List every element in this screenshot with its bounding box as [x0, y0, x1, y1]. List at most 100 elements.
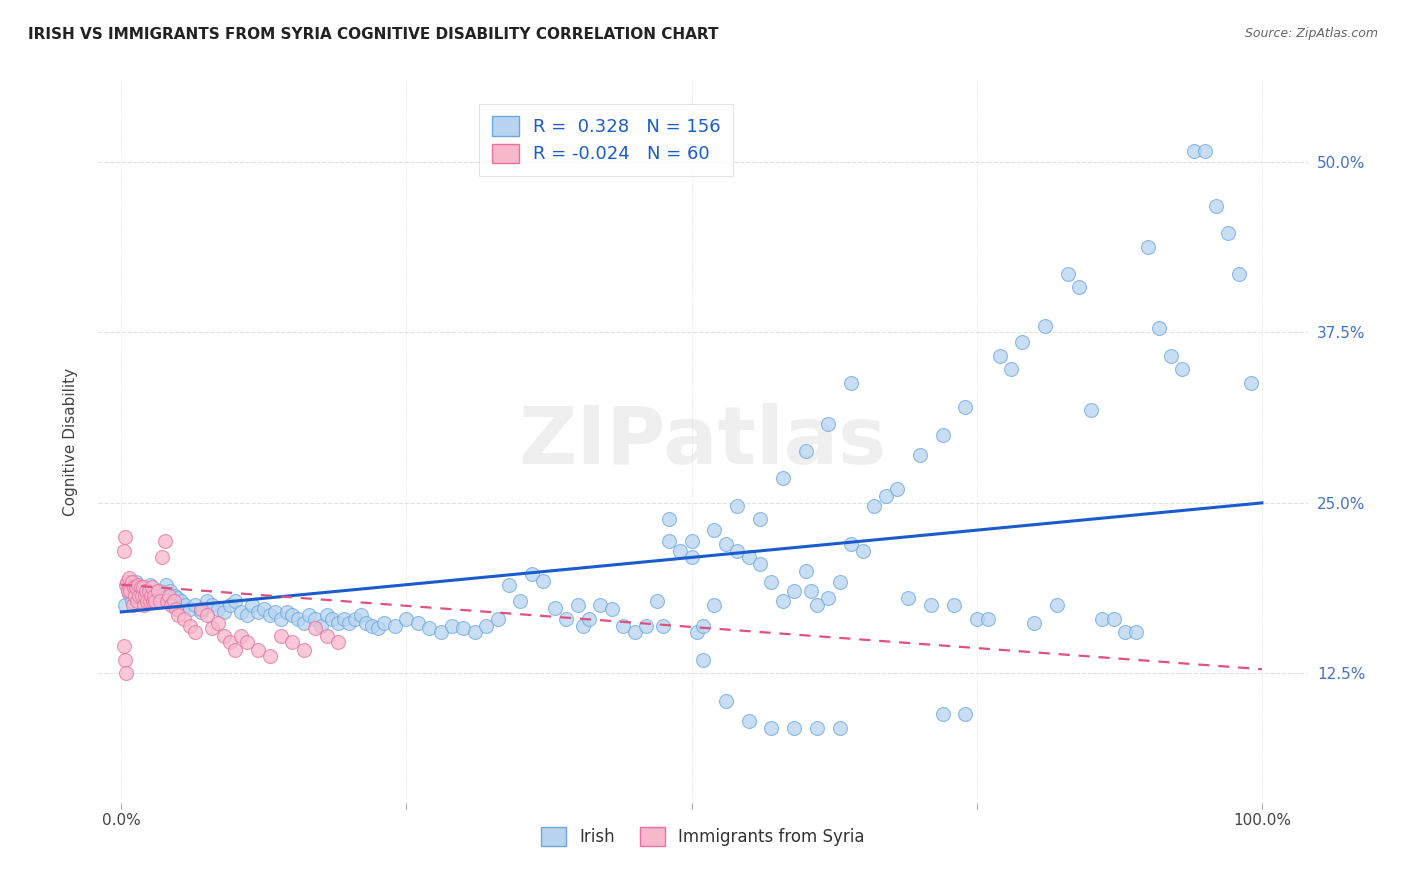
Point: [852, 543, 875, 558]
Point: [184, 625, 207, 640]
Point: [669, 543, 692, 558]
Point: [141, 589, 163, 603]
Point: [464, 625, 486, 640]
Point: [138, 584, 160, 599]
Point: [429, 625, 451, 640]
Point: [647, 594, 669, 608]
Point: [165, 602, 187, 616]
Point: [772, 471, 794, 485]
Point: [1091, 612, 1114, 626]
Point: [384, 618, 406, 632]
Point: [145, 584, 167, 599]
Point: [988, 349, 1011, 363]
Point: [761, 574, 783, 589]
Point: [920, 598, 942, 612]
Point: [207, 602, 229, 616]
Point: [931, 427, 953, 442]
Point: [184, 598, 207, 612]
Point: [127, 594, 149, 608]
Point: [725, 543, 748, 558]
Point: [794, 564, 817, 578]
Point: [681, 550, 703, 565]
Point: [692, 653, 714, 667]
Point: [218, 635, 240, 649]
Point: [120, 584, 142, 599]
Y-axis label: Cognitive Disability: Cognitive Disability: [63, 368, 77, 516]
Point: [153, 534, 176, 549]
Point: [315, 630, 337, 644]
Point: [143, 594, 166, 608]
Point: [395, 612, 418, 626]
Point: [578, 612, 600, 626]
Point: [166, 591, 188, 606]
Point: [152, 591, 174, 606]
Point: [143, 589, 166, 603]
Point: [337, 615, 360, 630]
Point: [897, 591, 920, 606]
Point: [167, 607, 190, 622]
Point: [136, 594, 159, 608]
Point: [132, 581, 155, 595]
Point: [141, 581, 163, 595]
Point: [259, 648, 281, 663]
Point: [112, 543, 135, 558]
Point: [406, 615, 429, 630]
Text: Source: ZipAtlas.com: Source: ZipAtlas.com: [1244, 27, 1378, 40]
Point: [129, 581, 152, 595]
Point: [253, 602, 276, 616]
Point: [725, 499, 748, 513]
Point: [114, 666, 136, 681]
Point: [179, 602, 201, 616]
Point: [124, 589, 146, 603]
Point: [453, 621, 475, 635]
Point: [315, 607, 337, 622]
Point: [224, 594, 246, 608]
Point: [131, 589, 153, 603]
Point: [292, 643, 315, 657]
Point: [634, 618, 657, 632]
Point: [1194, 144, 1216, 158]
Point: [1080, 403, 1102, 417]
Point: [201, 598, 224, 612]
Point: [235, 635, 257, 649]
Point: [520, 566, 543, 581]
Point: [242, 598, 264, 612]
Point: [281, 635, 304, 649]
Point: [163, 594, 186, 608]
Point: [259, 607, 281, 622]
Point: [658, 534, 681, 549]
Point: [1011, 334, 1033, 349]
Point: [486, 612, 509, 626]
Point: [134, 584, 156, 599]
Point: [1114, 625, 1136, 640]
Point: [441, 618, 464, 632]
Point: [931, 707, 953, 722]
Point: [163, 589, 186, 603]
Point: [749, 558, 772, 572]
Point: [146, 584, 169, 599]
Point: [118, 587, 141, 601]
Point: [127, 577, 149, 591]
Point: [125, 574, 148, 589]
Point: [955, 707, 977, 722]
Text: ZIPatlas: ZIPatlas: [519, 402, 887, 481]
Point: [1182, 144, 1205, 158]
Point: [125, 581, 148, 595]
Point: [304, 621, 326, 635]
Point: [149, 594, 172, 608]
Point: [806, 721, 828, 735]
Point: [218, 598, 240, 612]
Point: [567, 598, 589, 612]
Point: [1046, 598, 1069, 612]
Point: [1069, 280, 1091, 294]
Point: [304, 612, 326, 626]
Point: [1171, 362, 1194, 376]
Point: [179, 618, 201, 632]
Point: [703, 523, 725, 537]
Point: [159, 584, 181, 599]
Point: [114, 530, 136, 544]
Point: [281, 607, 304, 622]
Point: [115, 574, 138, 589]
Point: [749, 512, 772, 526]
Point: [1000, 362, 1022, 376]
